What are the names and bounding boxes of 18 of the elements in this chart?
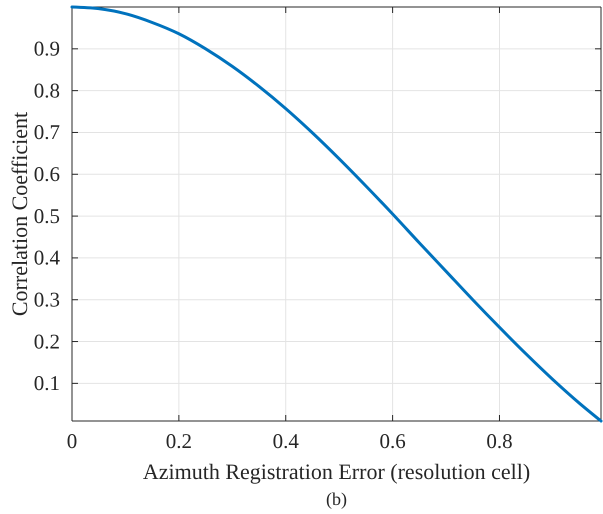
x-tick-label: 0.6: [379, 428, 406, 453]
x-tick-label: 0.4: [272, 428, 300, 453]
y-tick-label: 0.7: [34, 120, 60, 144]
x-tick-label: 0: [66, 428, 78, 453]
x-axis-title: Azimuth Registration Error (resolution cell): [142, 459, 530, 484]
x-tick-label: 0.8: [486, 428, 513, 453]
y-tick-label: 0.8: [34, 78, 60, 102]
y-tick-label: 0.4: [34, 246, 60, 270]
y-tick-label: 0.6: [34, 162, 60, 186]
y-tick-label: 0.9: [34, 36, 60, 61]
y-tick-label: 0.1: [34, 371, 60, 396]
line-series: [70, 6, 602, 422]
y-tick-label: 0.5: [34, 204, 60, 228]
x-tick-label: 0.2: [166, 428, 192, 453]
y-axis-title: Correlation Coefficient: [7, 112, 32, 316]
y-tick-label: 0.2: [34, 329, 60, 354]
y-tick-label: 0.3: [34, 287, 60, 312]
text: (b): [326, 489, 347, 509]
